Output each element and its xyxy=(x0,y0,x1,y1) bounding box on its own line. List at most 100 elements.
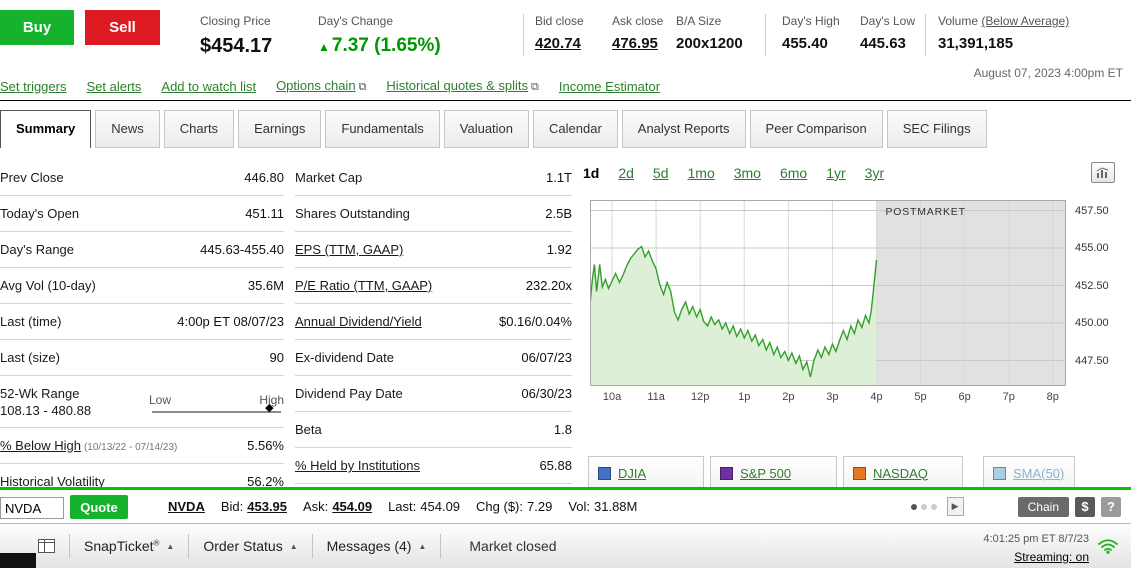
below-high-label[interactable]: % Below High xyxy=(0,438,81,453)
divider xyxy=(69,534,70,558)
days-change-value: ▲ 7.37 (1.65%) xyxy=(318,35,441,56)
x-axis-label: 2p xyxy=(782,391,795,403)
volume-value: 31,391,185 xyxy=(938,35,1014,52)
help-button[interactable]: ? xyxy=(1101,496,1121,517)
volume-value-quote: 31.88M xyxy=(594,499,638,514)
slider-track: ◆ xyxy=(152,402,281,413)
historical-volatility-label[interactable]: Historical Volatility xyxy=(0,474,105,489)
svg-text:POSTMARKET: POSTMARKET xyxy=(885,206,965,218)
x-axis-label: 10a xyxy=(602,391,622,403)
range-1d[interactable]: 1d xyxy=(583,165,600,181)
intraday-line-chart[interactable]: POSTMARKET xyxy=(589,200,1066,386)
ba-size-stat: B/A Size 200x1200 xyxy=(676,14,743,52)
range-6mo[interactable]: 6mo xyxy=(779,165,808,181)
ask-value[interactable]: 454.09 xyxy=(332,499,373,514)
x-axis-label: 8p xyxy=(1046,391,1059,403)
messages-button[interactable]: Messages (4) ▲ xyxy=(326,538,427,554)
range-3yr[interactable]: 3yr xyxy=(864,165,885,181)
stat-row: Dividend Pay Date 06/30/23 xyxy=(295,376,572,412)
tab-peer-comparison[interactable]: Peer Comparison xyxy=(749,110,883,148)
buy-button[interactable]: Buy xyxy=(0,10,74,45)
chart-range-selector: 1d 2d 5d 1mo 3mo 6mo 1yr 3yr xyxy=(583,160,1131,186)
range-3mo[interactable]: 3mo xyxy=(733,165,761,181)
sp500-checkbox[interactable] xyxy=(720,466,733,480)
order-status-button[interactable]: Order Status ▲ xyxy=(203,538,298,554)
volume-label: Volume (Below Average) xyxy=(938,14,1070,28)
toolbar-status-area: 4:01:25 pm ET 8/7/23 Streaming: on xyxy=(983,529,1089,566)
tab-summary[interactable]: Summary xyxy=(0,110,92,148)
ticker-link[interactable]: NVDA xyxy=(168,499,205,514)
stat-row: EPS (TTM, GAAP) 1.92 xyxy=(295,232,572,268)
range-2d[interactable]: 2d xyxy=(618,165,634,181)
historical-quotes-link[interactable]: Historical quotes & splits ⧉ xyxy=(386,78,539,93)
options-chain-link[interactable]: Options chain ⧉ xyxy=(276,78,367,93)
range-1yr[interactable]: 1yr xyxy=(826,165,846,181)
tab-valuation[interactable]: Valuation xyxy=(443,110,530,148)
last-value: 454.09 xyxy=(420,499,461,514)
tab-sec-filings[interactable]: SEC Filings xyxy=(886,110,987,148)
quote-summary: NVDA Bid: 453.95 Ask: 454.09 Last: 454.09 C… xyxy=(168,499,638,514)
tab-fundamentals[interactable]: Fundamentals xyxy=(325,110,440,148)
set-alerts-link[interactable]: Set alerts xyxy=(86,78,142,94)
snapticket-button[interactable]: SnapTicket® ▲ xyxy=(84,538,175,554)
stat-row: Prev Close 446.80 xyxy=(0,160,284,196)
legend-item-sp500[interactable]: S&P 500 xyxy=(710,456,837,490)
toolbar-timestamp: 4:01:25 pm ET 8/7/23 xyxy=(983,533,1089,545)
stat-row: % Held by Institutions 65.88 xyxy=(295,448,572,484)
divider xyxy=(311,534,313,558)
tab-analyst-reports[interactable]: Analyst Reports xyxy=(621,110,746,148)
djia-checkbox[interactable] xyxy=(598,466,611,480)
range-5d[interactable]: 5d xyxy=(652,165,669,181)
tab-earnings[interactable]: Earnings xyxy=(238,110,322,148)
dividend-yield-label[interactable]: Annual Dividend/Yield xyxy=(295,314,422,329)
52wk-range-slider: Low High ◆ xyxy=(149,391,284,414)
legend-item-nasdaq[interactable]: NASDAQ xyxy=(843,456,963,490)
dollar-button[interactable]: $ xyxy=(1075,496,1095,517)
price-chart-plot[interactable]: POSTMARKET xyxy=(589,200,1066,386)
sell-button[interactable]: Sell xyxy=(85,10,160,45)
eps-label[interactable]: EPS (TTM, GAAP) xyxy=(295,242,404,257)
bid-value[interactable]: 453.95 xyxy=(247,499,288,514)
layout-windows-icon[interactable] xyxy=(38,539,55,553)
tab-calendar[interactable]: Calendar xyxy=(533,110,618,148)
sma50-checkbox[interactable] xyxy=(993,466,1006,480)
x-axis-label: 4p xyxy=(870,391,883,403)
chain-button[interactable]: Chain xyxy=(1017,496,1069,517)
x-axis-label: 12p xyxy=(690,391,710,403)
popup-window-icon: ⧉ xyxy=(358,81,367,93)
range-1mo[interactable]: 1mo xyxy=(687,165,715,181)
set-triggers-link[interactable]: Set triggers xyxy=(0,78,67,94)
bid-close-value[interactable]: 420.74 xyxy=(535,35,581,52)
chart-settings-icon[interactable] xyxy=(1091,162,1115,183)
nasdaq-checkbox[interactable] xyxy=(853,466,866,480)
y-axis-label: 452.50 xyxy=(1075,279,1109,292)
stat-row: Today's Open 451.11 xyxy=(0,196,284,232)
tab-charts[interactable]: Charts xyxy=(163,110,235,148)
streaming-link[interactable]: Streaming: on xyxy=(1014,550,1089,564)
legend-item-djia[interactable]: DJIA xyxy=(588,456,704,490)
52wk-range-label: 52-Wk Range xyxy=(0,385,80,401)
middle-stats-column: Market Cap 1.1T Shares Outstanding 2.5B EP… xyxy=(295,160,572,484)
legend-item-sma50[interactable]: SMA(50) xyxy=(983,456,1075,490)
held-by-institutions-label[interactable]: % Held by Institutions xyxy=(295,458,421,473)
tab-bar: Summary News Charts Earnings Fundamental… xyxy=(0,110,987,148)
up-arrow-icon: ▲ xyxy=(318,40,330,54)
quote-button[interactable]: Quote xyxy=(70,495,128,519)
income-estimator-link[interactable]: Income Estimator xyxy=(558,78,661,94)
bid-close-stat: Bid close 420.74 xyxy=(535,14,584,52)
x-axis-label: 5p xyxy=(914,391,927,403)
add-to-watchlist-link[interactable]: Add to watch list xyxy=(161,78,257,94)
pager-next-icon[interactable]: ▶ xyxy=(946,497,964,516)
days-low-value: 445.63 xyxy=(860,35,906,52)
slider-high-label: High xyxy=(259,392,284,407)
pe-ratio-label[interactable]: P/E Ratio (TTM, GAAP) xyxy=(295,278,433,293)
ask-close-value[interactable]: 476.95 xyxy=(612,35,658,52)
tab-news[interactable]: News xyxy=(95,110,160,148)
below-average-link[interactable]: (Below Average) xyxy=(981,14,1070,28)
popup-window-icon: ⧉ xyxy=(531,81,539,93)
below-high-note: (10/13/22 - 07/14/23) xyxy=(83,442,178,453)
chevron-up-icon: ▲ xyxy=(166,541,175,551)
symbol-input[interactable] xyxy=(0,497,64,519)
y-axis-label: 447.50 xyxy=(1075,354,1109,367)
